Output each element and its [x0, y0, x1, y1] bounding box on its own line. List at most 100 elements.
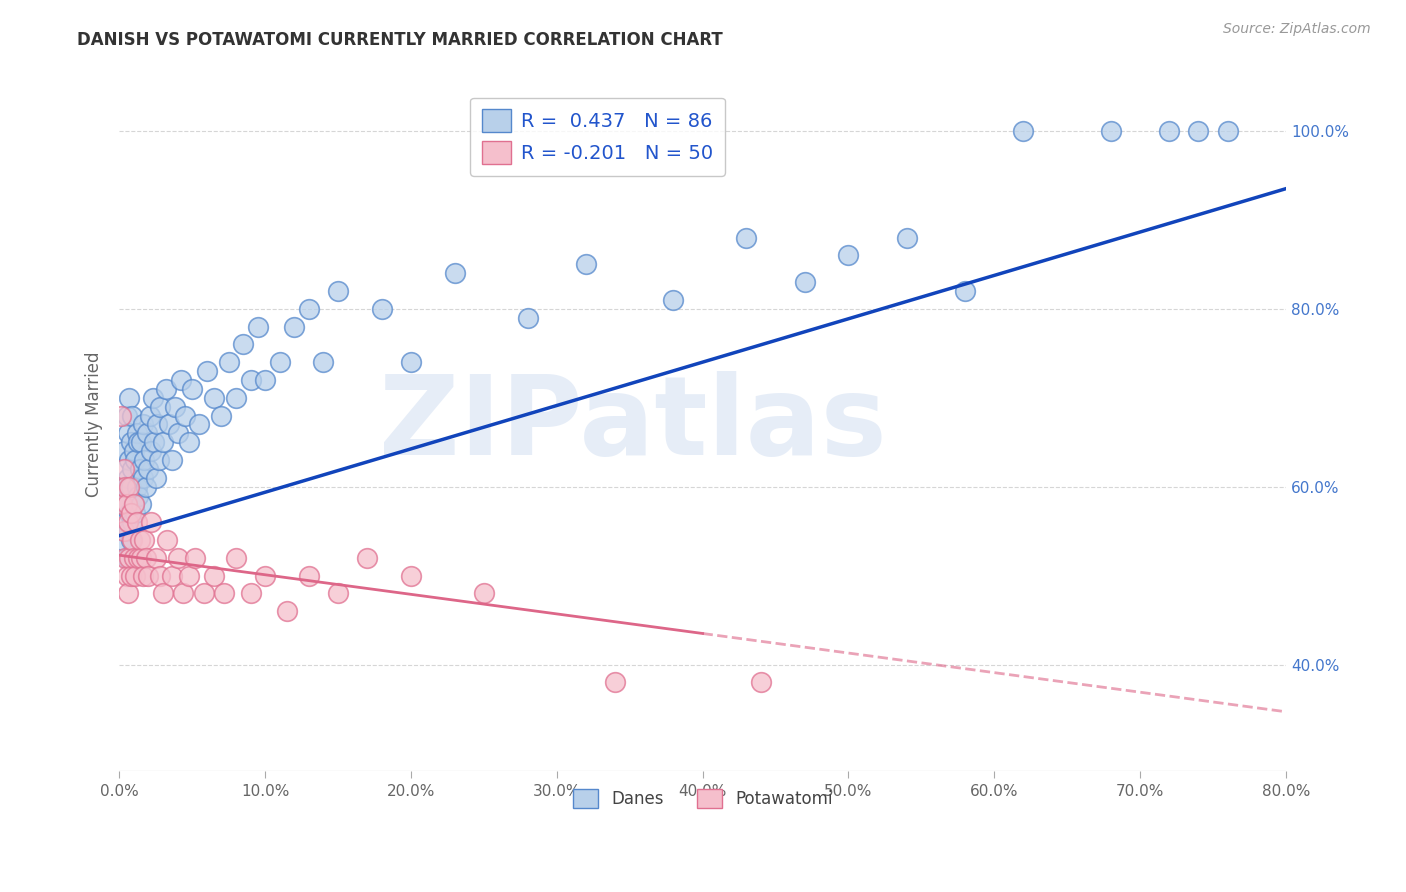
Point — [149, 400, 172, 414]
Point — [896, 230, 918, 244]
Point — [298, 301, 321, 316]
Point — [143, 435, 166, 450]
Point — [117, 524, 139, 538]
Point — [115, 498, 138, 512]
Point — [214, 586, 236, 600]
Point — [472, 586, 495, 600]
Point — [122, 498, 145, 512]
Point — [603, 675, 626, 690]
Point — [112, 444, 135, 458]
Point — [283, 319, 305, 334]
Point — [120, 507, 142, 521]
Point — [120, 533, 142, 547]
Point — [298, 568, 321, 582]
Text: ZIPatlas: ZIPatlas — [378, 371, 887, 478]
Point — [114, 480, 136, 494]
Point — [112, 498, 135, 512]
Point — [443, 266, 465, 280]
Point — [124, 568, 146, 582]
Point — [232, 337, 254, 351]
Point — [127, 435, 149, 450]
Point — [110, 409, 132, 423]
Point — [371, 301, 394, 316]
Point — [117, 471, 139, 485]
Point — [121, 533, 143, 547]
Point — [218, 355, 240, 369]
Text: DANISH VS POTAWATOMI CURRENTLY MARRIED CORRELATION CHART: DANISH VS POTAWATOMI CURRENTLY MARRIED C… — [77, 31, 723, 49]
Point — [141, 516, 163, 530]
Point — [146, 417, 169, 432]
Point — [735, 230, 758, 244]
Point — [117, 516, 139, 530]
Point — [356, 550, 378, 565]
Point — [172, 586, 194, 600]
Point — [124, 453, 146, 467]
Point — [157, 417, 180, 432]
Point — [575, 257, 598, 271]
Point — [254, 568, 277, 582]
Y-axis label: Currently Married: Currently Married — [86, 351, 103, 497]
Point — [254, 373, 277, 387]
Point — [160, 453, 183, 467]
Point — [138, 462, 160, 476]
Point — [122, 444, 145, 458]
Point — [115, 480, 138, 494]
Legend: Danes, Potawatomi: Danes, Potawatomi — [567, 782, 839, 815]
Point — [131, 471, 153, 485]
Point — [1012, 124, 1035, 138]
Point — [121, 409, 143, 423]
Point — [135, 480, 157, 494]
Point — [122, 550, 145, 565]
Point — [202, 568, 225, 582]
Point — [127, 489, 149, 503]
Point — [246, 319, 269, 334]
Point — [114, 480, 136, 494]
Point — [225, 391, 247, 405]
Point — [1159, 124, 1181, 138]
Point — [141, 444, 163, 458]
Point — [163, 400, 186, 414]
Point — [136, 426, 159, 441]
Text: Source: ZipAtlas.com: Source: ZipAtlas.com — [1223, 22, 1371, 37]
Point — [111, 533, 134, 547]
Point — [276, 604, 298, 618]
Point — [115, 550, 138, 565]
Point — [152, 435, 174, 450]
Point — [128, 462, 150, 476]
Point — [112, 524, 135, 538]
Point — [156, 533, 179, 547]
Point — [120, 435, 142, 450]
Point — [188, 417, 211, 432]
Point — [125, 426, 148, 441]
Point — [269, 355, 291, 369]
Point — [118, 391, 141, 405]
Point — [132, 453, 155, 467]
Point — [124, 507, 146, 521]
Point — [120, 568, 142, 582]
Point — [399, 568, 422, 582]
Point — [121, 516, 143, 530]
Point — [115, 568, 138, 582]
Point — [118, 480, 141, 494]
Point — [135, 550, 157, 565]
Point — [111, 498, 134, 512]
Point — [239, 373, 262, 387]
Point — [181, 382, 204, 396]
Point — [516, 310, 538, 325]
Point — [1216, 124, 1239, 138]
Point — [195, 364, 218, 378]
Point — [132, 533, 155, 547]
Point — [239, 586, 262, 600]
Point — [129, 550, 152, 565]
Point — [129, 498, 152, 512]
Point — [1099, 124, 1122, 138]
Point — [125, 516, 148, 530]
Point — [114, 550, 136, 565]
Point — [193, 586, 215, 600]
Point — [118, 550, 141, 565]
Point — [160, 568, 183, 582]
Point — [225, 550, 247, 565]
Point — [128, 533, 150, 547]
Point — [749, 675, 772, 690]
Point — [1187, 124, 1209, 138]
